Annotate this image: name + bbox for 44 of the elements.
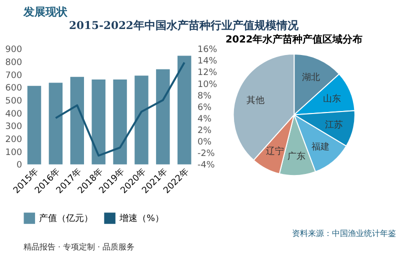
y2-tick-label: 14% — [198, 56, 218, 67]
text: 精品报告 · 专项定制 · 品质服务 — [24, 242, 134, 252]
chart-title: 2022年水产苗种产值区域分布 — [225, 34, 363, 46]
slice-label: 广东 — [287, 150, 306, 162]
y2-tick-label: 10% — [198, 80, 218, 90]
bar — [178, 56, 192, 164]
y2-tick-label: 6% — [198, 102, 212, 113]
bar — [27, 86, 42, 164]
slice-label: 山东 — [323, 94, 342, 105]
legend-label: 产值（亿元） — [39, 213, 94, 224]
y-tick-label: 200 — [5, 135, 22, 146]
line-series — [54, 62, 186, 157]
slice-label: 湖北 — [302, 72, 320, 84]
slice-label: 江苏 — [325, 119, 344, 130]
y-tick-label: 900 — [5, 45, 22, 56]
y2-tick-label: -4% — [198, 160, 215, 171]
text: 发展现状 — [22, 5, 69, 18]
y2-tick-label: 2% — [198, 126, 212, 136]
bar — [92, 79, 106, 164]
y-tick-label: 100 — [5, 148, 22, 158]
y2-tick-label: 8% — [198, 91, 212, 102]
bar — [113, 79, 127, 164]
y2-tick-label: -2% — [198, 149, 215, 160]
y-tick-label: 800 — [5, 58, 22, 68]
y-tick-label: 400 — [5, 109, 22, 120]
text: 资料来源：中国渔业统计年鉴 — [292, 228, 396, 238]
bar — [70, 76, 84, 164]
slice-label: 福建 — [311, 141, 330, 152]
y-tick-label: 500 — [5, 96, 22, 106]
bar — [134, 76, 148, 164]
y2-tick-label: 0% — [198, 138, 212, 148]
slice-label: 辽宁 — [266, 146, 284, 158]
y-tick-label: 700 — [5, 70, 22, 81]
y2-tick-label: 16% — [198, 45, 218, 56]
bar — [156, 69, 170, 164]
y-tick-label: 600 — [5, 84, 22, 94]
slice-label: 其他 — [246, 95, 265, 106]
y2-tick-label: 12% — [198, 68, 218, 78]
y-tick-label: 0 — [16, 160, 22, 171]
y2-tick-label: 4% — [198, 114, 212, 124]
chart-title: 2015-2022年中国水产苗种行业产值规模情况 — [69, 19, 300, 32]
bar — [48, 82, 63, 164]
legend-label: 增速（%） — [118, 213, 164, 224]
y-tick-label: 300 — [5, 122, 22, 132]
